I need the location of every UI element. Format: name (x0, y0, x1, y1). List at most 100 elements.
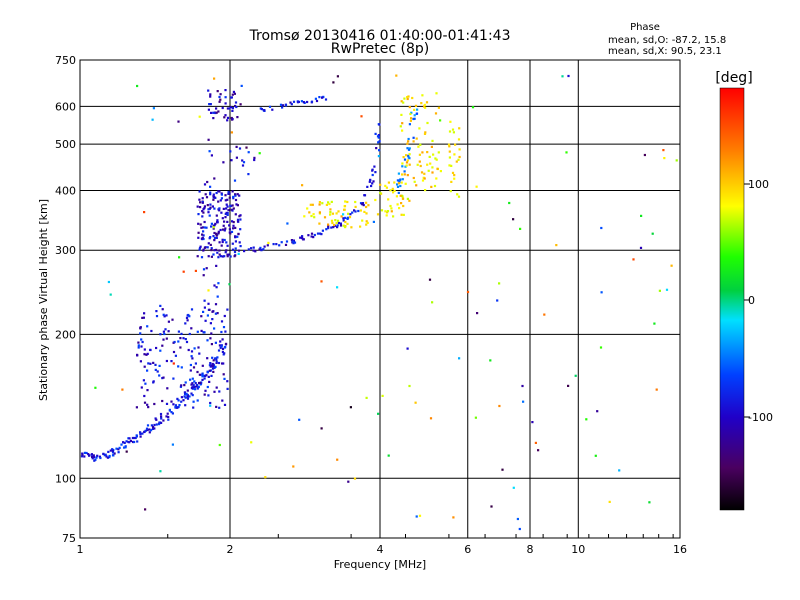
data-point (221, 255, 224, 258)
data-point (224, 102, 227, 105)
data-point (230, 208, 233, 211)
data-point (209, 243, 212, 246)
data-point (172, 377, 175, 380)
data-point (423, 105, 426, 108)
data-point (239, 228, 242, 231)
data-point (215, 234, 218, 237)
data-point (109, 449, 112, 452)
data-point (187, 313, 190, 317)
data-point (208, 214, 211, 217)
data-point (292, 100, 296, 103)
data-point (585, 418, 588, 421)
data-point (339, 224, 343, 227)
data-point (458, 155, 461, 159)
data-point (327, 225, 330, 228)
data-point (186, 319, 189, 322)
data-point (236, 220, 240, 223)
data-point (321, 202, 324, 205)
data-point (281, 104, 285, 107)
data-point (314, 97, 317, 100)
data-point (231, 190, 234, 193)
data-point (653, 322, 656, 325)
data-point (432, 153, 435, 156)
data-point (235, 203, 238, 206)
data-point (104, 453, 107, 456)
data-point (152, 361, 155, 364)
data-point (365, 220, 368, 223)
data-point (220, 320, 224, 323)
data-point (417, 145, 420, 148)
data-point (260, 108, 263, 111)
data-point (183, 395, 186, 398)
data-point (216, 251, 219, 254)
y-tick-label: 75 (62, 532, 76, 545)
data-point (209, 236, 212, 239)
data-point (406, 147, 409, 150)
data-point (225, 203, 228, 206)
data-point (448, 150, 451, 153)
data-point (608, 500, 611, 503)
data-point (454, 143, 457, 146)
data-point (202, 274, 205, 277)
data-point (280, 241, 283, 244)
data-point (226, 380, 229, 383)
data-point (230, 131, 233, 134)
data-point (170, 360, 173, 363)
data-point (201, 373, 204, 376)
data-point (458, 127, 461, 130)
data-point (312, 236, 315, 239)
data-point (214, 222, 217, 225)
data-point (266, 244, 269, 247)
data-point (95, 456, 98, 459)
data-point (226, 255, 229, 258)
data-point (235, 105, 238, 109)
data-point (229, 232, 232, 235)
data-point (153, 423, 156, 427)
data-point (321, 229, 324, 232)
data-point (206, 246, 209, 249)
data-point (204, 319, 207, 322)
data-point (151, 427, 154, 430)
data-point (189, 378, 192, 381)
data-point (245, 146, 248, 149)
data-point (238, 241, 241, 244)
data-point (146, 424, 150, 427)
data-point (165, 402, 169, 405)
data-point (204, 389, 207, 392)
x-tick-label: 2 (227, 543, 234, 556)
data-point (387, 198, 390, 201)
data-point (210, 343, 213, 346)
data-point (253, 158, 256, 162)
data-point (232, 221, 235, 224)
data-point (167, 415, 170, 419)
data-point (308, 211, 311, 214)
data-point (146, 389, 149, 392)
data-point (226, 213, 229, 216)
data-point (214, 111, 217, 115)
data-point (348, 216, 352, 219)
data-point (404, 182, 407, 185)
data-point (574, 374, 577, 377)
data-point (418, 160, 421, 163)
data-point (223, 346, 226, 349)
data-point (217, 190, 220, 193)
data-point (216, 90, 219, 93)
data-point (198, 352, 201, 355)
data-point (216, 221, 219, 224)
data-point (216, 219, 219, 222)
data-point (292, 465, 295, 468)
data-point (428, 278, 432, 281)
data-point (159, 333, 162, 336)
data-point (98, 455, 101, 458)
data-point (396, 179, 399, 182)
data-point (155, 418, 158, 421)
data-point (209, 193, 212, 196)
data-point (379, 191, 382, 195)
data-point (290, 103, 293, 106)
data-point (228, 196, 231, 199)
data-point (264, 476, 267, 479)
data-point (458, 148, 461, 151)
data-point (401, 129, 404, 132)
data-point (675, 159, 678, 162)
